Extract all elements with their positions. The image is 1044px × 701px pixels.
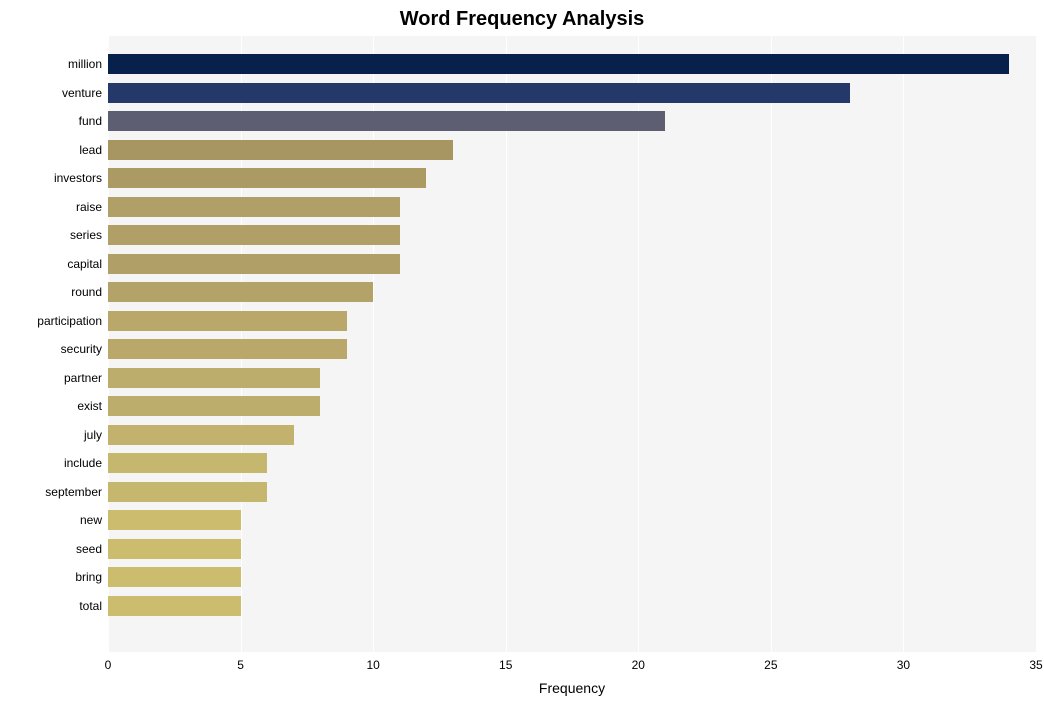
y-label: investors: [54, 171, 102, 185]
y-label: security: [61, 342, 102, 356]
gridline: [771, 36, 772, 652]
x-tick-label: 5: [237, 658, 244, 672]
bar: [108, 596, 241, 616]
bar: [108, 510, 241, 530]
y-label: exist: [77, 399, 102, 413]
x-tick-label: 20: [632, 658, 645, 672]
y-label: fund: [79, 114, 102, 128]
plot-area: 05101520253035millionventurefundleadinve…: [108, 36, 1036, 652]
x-axis-label: Frequency: [539, 680, 605, 696]
y-label: september: [45, 485, 102, 499]
y-label: venture: [62, 86, 102, 100]
x-tick-label: 15: [499, 658, 512, 672]
chart-container: Word Frequency Analysis 05101520253035mi…: [0, 0, 1044, 701]
x-tick-label: 25: [764, 658, 777, 672]
bar: [108, 111, 665, 131]
bar: [108, 140, 453, 160]
x-tick-label: 30: [897, 658, 910, 672]
bar: [108, 482, 267, 502]
y-label: lead: [79, 143, 102, 157]
bar: [108, 396, 320, 416]
y-label: new: [80, 513, 102, 527]
x-tick-label: 10: [366, 658, 379, 672]
x-tick-label: 0: [105, 658, 112, 672]
chart-title: Word Frequency Analysis: [0, 8, 1044, 31]
y-label: capital: [67, 257, 102, 271]
y-label: july: [84, 428, 102, 442]
y-label: include: [64, 456, 102, 470]
y-label: seed: [76, 542, 102, 556]
bar: [108, 282, 373, 302]
gridline: [1036, 36, 1037, 652]
gridline: [903, 36, 904, 652]
x-tick-label: 35: [1029, 658, 1042, 672]
y-label: raise: [76, 200, 102, 214]
bar: [108, 339, 347, 359]
bar: [108, 453, 267, 473]
bar: [108, 83, 850, 103]
bar: [108, 225, 400, 245]
bar: [108, 311, 347, 331]
y-label: million: [68, 57, 102, 71]
y-label: series: [70, 228, 102, 242]
bar: [108, 254, 400, 274]
y-label: total: [79, 599, 102, 613]
y-label: partner: [64, 371, 102, 385]
bar: [108, 168, 426, 188]
bar: [108, 197, 400, 217]
y-label: participation: [37, 314, 102, 328]
y-label: bring: [75, 570, 102, 584]
bar: [108, 368, 320, 388]
bar: [108, 425, 294, 445]
bar: [108, 567, 241, 587]
y-label: round: [71, 285, 102, 299]
bar: [108, 54, 1009, 74]
bar: [108, 539, 241, 559]
